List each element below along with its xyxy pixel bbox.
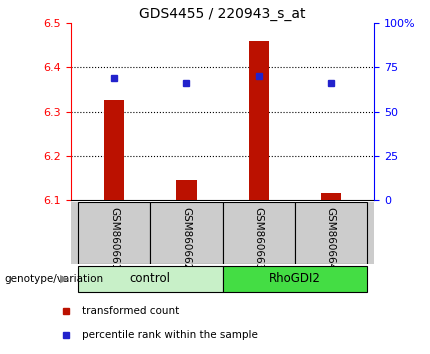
Bar [223,202,295,264]
Text: control: control [130,272,171,285]
Bar [176,180,197,200]
Bar [104,101,124,200]
Bar [295,202,367,264]
Text: genotype/variation: genotype/variation [4,274,104,284]
Text: GSM860663: GSM860663 [254,207,264,270]
Text: GSM860662: GSM860662 [181,207,191,270]
Text: GSM860661: GSM860661 [109,207,119,270]
Bar [150,202,223,264]
Bar [78,202,150,264]
Text: percentile rank within the sample: percentile rank within the sample [82,330,258,340]
Bar [249,41,269,200]
Text: ▶: ▶ [60,274,69,284]
Bar [78,266,223,292]
Bar [223,266,367,292]
Text: transformed count: transformed count [82,306,179,316]
Text: RhoGDI2: RhoGDI2 [269,272,321,285]
Bar [321,193,341,200]
Title: GDS4455 / 220943_s_at: GDS4455 / 220943_s_at [139,7,306,21]
Text: GSM860664: GSM860664 [326,207,336,270]
